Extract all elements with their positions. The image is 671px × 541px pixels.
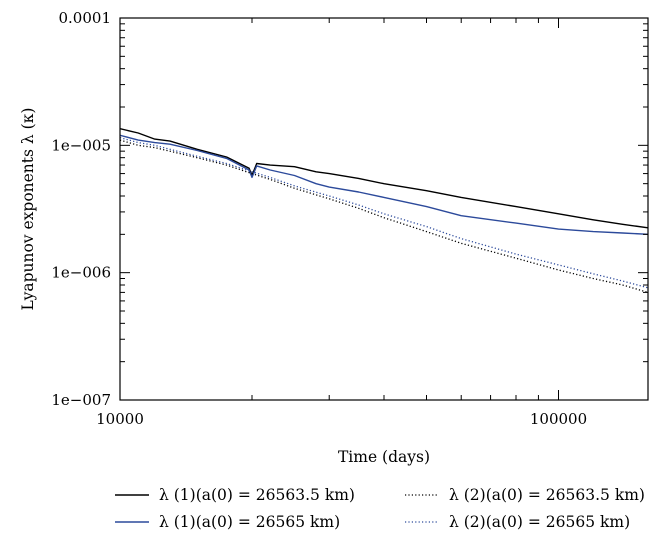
legend: λ (1)(a(0) = 26563.5 km) λ (2)(a(0) = 265… [115,486,645,531]
y-axis-label: Lyapunov exponents λ (κ) [19,108,37,311]
series-2-line [120,134,648,235]
y-tick-label: 0.0001 [59,9,112,27]
plot-frame [119,17,649,401]
legend-label: λ (2)(a(0) = 26563.5 km) [449,486,645,504]
y-tick-label: 1e−005 [51,136,111,154]
series-1-line [120,128,648,229]
legend-label: λ (2)(a(0) = 26565 km) [449,513,630,531]
legend-item-2: λ (1)(a(0) = 26565 km) [115,513,340,531]
series-3 [120,139,648,294]
legend-label: λ (1)(a(0) = 26563.5 km) [159,486,355,504]
series-4 [120,136,648,289]
legend-item-3: λ (2)(a(0) = 26563.5 km) [405,486,645,504]
series-1 [120,128,648,229]
legend-item-1: λ (1)(a(0) = 26563.5 km) [115,486,355,504]
series-layer [120,128,648,294]
tick-layer: 10000 100000 1e−007 1e−006 1e−005 0.0001 [51,9,648,428]
legend-item-4: λ (2)(a(0) = 26565 km) [405,513,630,531]
x-axis-label: Time (days) [338,448,430,466]
series-3-line [120,139,648,294]
series-4-line [120,136,648,289]
series-2 [120,134,648,235]
y-tick-label: 1e−007 [51,391,111,409]
legend-label: λ (1)(a(0) = 26565 km) [159,513,340,531]
y-tick-label: 1e−006 [51,264,111,282]
x-tick-label: 100000 [530,410,587,428]
x-tick-label: 10000 [96,410,144,428]
